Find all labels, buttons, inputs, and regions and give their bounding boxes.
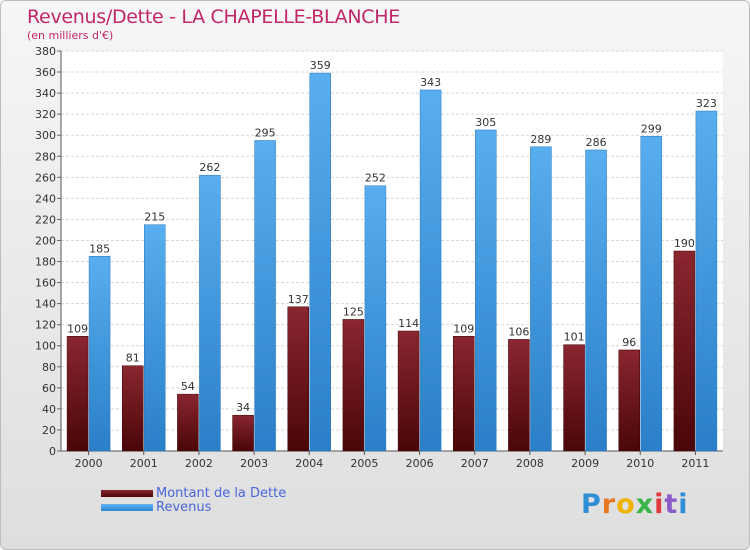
data-label-dette: 190 [674,237,695,250]
bar-revenus [585,149,607,452]
x-tick-label: 2003 [240,457,268,470]
data-label-dette: 81 [126,352,140,365]
data-label-dette: 96 [622,336,636,349]
y-tick-label: 220 [35,213,56,226]
y-tick-label: 380 [35,45,56,58]
bar-dette [66,336,89,452]
y-tick-label: 80 [42,361,56,374]
legend-swatch-revenus [101,504,153,511]
x-tick-label: 2010 [626,457,654,470]
logo-letter: i [678,489,689,520]
y-tick-label: 20 [42,424,56,437]
bar-revenus [364,185,387,452]
bar-revenus [144,224,166,452]
y-tick-label: 260 [35,171,56,184]
y-tick-label: 140 [35,298,56,311]
bar-revenus [88,256,111,452]
x-tick-label: 2002 [185,457,213,470]
data-label-dette: 34 [236,401,250,414]
y-tick-label: 160 [35,277,56,290]
x-tick-label: 2007 [461,457,489,470]
x-tick-label: 2008 [516,457,544,470]
data-label-revenus: 305 [475,116,496,129]
x-tick-label: 2001 [130,457,158,470]
bar-revenus [254,140,276,452]
bar-revenus [640,136,662,452]
bar-dette [287,306,309,452]
bar-dette [673,250,696,452]
bar-dette [122,365,144,452]
x-tick-label: 2011 [681,457,709,470]
x-tick-label: 2006 [406,457,434,470]
y-tick-label: 280 [35,150,56,163]
bar-revenus [419,89,442,452]
y-tick-label: 300 [35,129,56,142]
legend-label-dette: Montant de la Dette [156,486,287,501]
data-label-dette: 114 [398,317,419,330]
x-tick-label: 2009 [571,457,599,470]
bar-dette [563,344,585,452]
logo-letter: t [664,489,679,520]
logo-letter: x [635,489,655,520]
data-label-revenus: 215 [144,211,165,224]
bar-revenus [695,110,718,452]
data-label-revenus: 185 [89,242,110,255]
data-label-revenus: 359 [310,59,331,72]
bar-revenus [530,146,552,452]
bar-dette [177,393,199,452]
data-label-dette: 109 [67,322,88,335]
bar-revenus [309,72,331,452]
data-label-revenus: 299 [641,122,662,135]
data-label-revenus: 295 [255,126,276,139]
logo-letter: o [616,489,636,520]
data-label-revenus: 262 [199,161,220,174]
y-tick-label: 200 [35,234,56,247]
data-label-dette: 125 [343,305,364,318]
y-tick-label: 100 [35,340,56,353]
y-tick-label: 120 [35,319,56,332]
y-tick-label: 340 [35,87,56,100]
plot-area [61,51,723,451]
data-label-revenus: 343 [420,76,441,89]
bar-dette [397,330,420,452]
y-tick-label: 0 [49,445,56,458]
y-tick-label: 320 [35,108,56,121]
bar-revenus [199,174,221,452]
logo-letter: r [601,489,617,520]
bar-dette [453,336,475,452]
bar-revenus [475,129,497,452]
data-label-revenus: 289 [530,133,551,146]
bar-dette [508,339,530,452]
legend-label-revenus: Revenus [156,500,212,515]
y-tick-label: 40 [42,403,56,416]
x-tick-label: 2004 [295,457,323,470]
x-tick-label: 2000 [75,457,103,470]
y-tick-label: 60 [42,382,56,395]
bar-dette [618,349,640,452]
y-tick-label: 360 [35,66,56,79]
data-label-revenus: 252 [365,172,386,185]
data-label-revenus: 323 [696,97,717,110]
proxiti-logo: Proxiti [581,489,689,520]
logo-letter: i [654,489,665,520]
bar-dette [232,414,254,452]
chart-title: Revenus/Dette - LA CHAPELLE-BLANCHE [27,6,400,28]
data-label-revenus: 286 [586,136,607,149]
data-label-dette: 101 [564,331,585,344]
data-label-dette: 109 [453,322,474,335]
y-tick-label: 240 [35,192,56,205]
bar-dette [342,319,365,452]
logo-letter: P [581,489,602,520]
legend-swatch-dette [101,490,153,497]
chart-subtitle: (en milliers d'€) [27,29,114,42]
x-tick-label: 2005 [350,457,378,470]
y-tick-label: 180 [35,256,56,269]
data-label-dette: 54 [181,380,195,393]
data-label-dette: 106 [508,325,529,338]
data-label-dette: 137 [288,293,309,306]
